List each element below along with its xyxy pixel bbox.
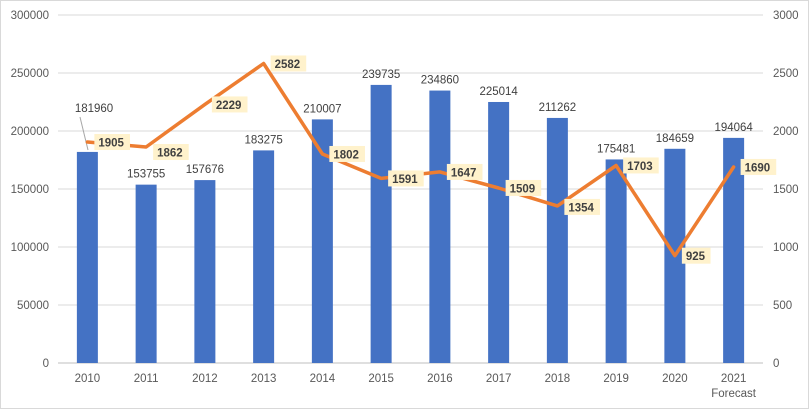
- line-data-label-bg: [446, 163, 483, 180]
- line-data-label-bg: [740, 158, 777, 175]
- bar-2016: [429, 90, 451, 363]
- bar-data-label: 153755: [127, 169, 165, 181]
- line-data-label-bg: [564, 198, 600, 215]
- line-data-label-bg: [505, 179, 542, 196]
- bar-2019: [605, 159, 627, 363]
- label-leader-line: [79, 116, 89, 151]
- line-data-label: 1591: [392, 174, 418, 186]
- bar-data-label: 175481: [597, 143, 635, 155]
- right-axis-tick-label: 2500: [773, 68, 799, 80]
- bar-data-label: 239735: [362, 69, 400, 81]
- bar-data-label: 210007: [303, 103, 341, 115]
- x-axis-tick-label: 2013: [251, 373, 277, 385]
- x-axis-tick-label: 2010: [75, 373, 101, 385]
- x-axis-tick-label: 2015: [368, 373, 394, 385]
- line-data-label-bg: [388, 170, 424, 187]
- bar-2018: [546, 117, 568, 363]
- line-data-label-bg: [623, 157, 659, 174]
- x-axis-tick-label: 2021: [721, 373, 747, 385]
- line-data-label: 1905: [98, 138, 124, 150]
- left-axis-tick-label: 200000: [11, 126, 49, 138]
- line-data-label: 1354: [568, 202, 594, 214]
- line-data-label: 2582: [275, 59, 301, 71]
- bar-data-label: 194064: [714, 122, 753, 134]
- x-axis-tick-label: 2016: [427, 373, 453, 385]
- bar-2013: [253, 150, 275, 363]
- bar-2012: [194, 180, 216, 363]
- x-axis-tick-label: 2011: [134, 373, 159, 385]
- x-axis-tick-label: Forecast: [711, 388, 757, 400]
- right-axis-tick-label: 500: [773, 300, 792, 312]
- line-data-label: 1703: [627, 161, 653, 173]
- left-axis-tick-label: 50000: [17, 300, 49, 312]
- bar-data-label: 157676: [186, 164, 224, 176]
- bar-data-label: 234860: [421, 75, 459, 87]
- bar-data-label: 211262: [539, 102, 577, 114]
- left-axis-tick-label: 100000: [11, 242, 49, 254]
- x-axis-tick-label: 2012: [192, 373, 218, 385]
- line-data-label-bg: [270, 55, 307, 72]
- bar-data-label: 184659: [656, 133, 694, 145]
- left-axis-tick-label: 300000: [11, 10, 49, 22]
- x-axis-tick-label: 2018: [545, 373, 571, 385]
- bar-2010: [76, 151, 98, 363]
- line-data-label: 1509: [510, 183, 536, 195]
- bar-data-label: 225014: [479, 86, 518, 98]
- line-data-label: 2229: [216, 100, 242, 112]
- right-axis-tick-label: 0: [773, 358, 779, 370]
- line-data-label-bg: [681, 247, 711, 264]
- line-data-label-bg: [329, 145, 365, 162]
- line-data-label: 925: [686, 251, 706, 263]
- x-axis-tick-label: 2019: [603, 373, 629, 385]
- left-axis-tick-label: 0: [43, 358, 49, 370]
- right-axis-tick-label: 1000: [773, 242, 799, 254]
- bar-data-label: 183275: [244, 134, 282, 146]
- x-axis-tick-label: 2014: [310, 373, 336, 385]
- bar-2015: [370, 84, 392, 363]
- line-data-label-bg: [153, 144, 189, 161]
- bar-2021: [723, 137, 745, 363]
- line-data-label-bg: [211, 96, 248, 113]
- right-axis-tick-label: 1500: [773, 184, 799, 196]
- line-data-label: 1647: [451, 167, 477, 179]
- bar-2011: [135, 184, 157, 363]
- left-axis-tick-label: 150000: [11, 184, 49, 196]
- bar-2014: [311, 119, 333, 363]
- bar-2017: [488, 101, 510, 363]
- line-data-label: 1802: [333, 149, 359, 161]
- line-data-label: 1690: [745, 162, 771, 174]
- x-axis-tick-label: 2017: [486, 373, 512, 385]
- bar-data-label: 181960: [75, 103, 113, 115]
- line-data-label-bg: [94, 134, 130, 151]
- right-axis-tick-label: 3000: [773, 10, 799, 22]
- right-axis-tick-label: 2000: [773, 126, 799, 138]
- left-axis-tick-label: 250000: [11, 68, 49, 80]
- line-data-label: 1862: [157, 148, 183, 160]
- x-axis-tick-label: 2020: [662, 373, 688, 385]
